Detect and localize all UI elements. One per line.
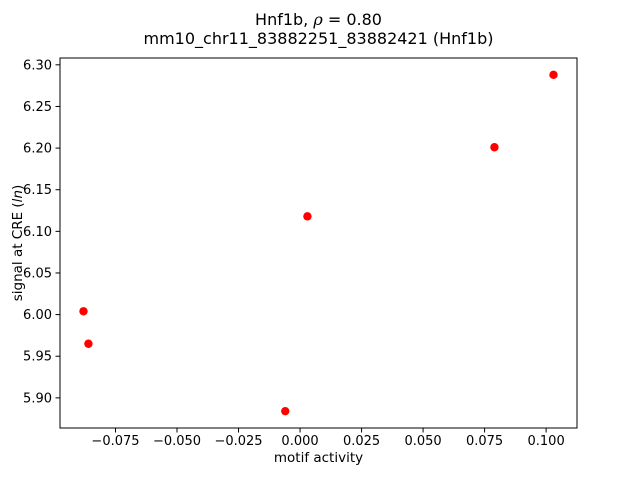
- y-tick-label: 6.15: [23, 183, 52, 198]
- y-tick-label: 6.25: [23, 100, 52, 115]
- x-tick-label: 0.100: [528, 434, 565, 449]
- y-tick-label: 6.05: [23, 266, 52, 281]
- x-tick-label: 0.075: [466, 434, 503, 449]
- y-tick-label: 6.20: [23, 142, 52, 157]
- y-tick-label: 6.00: [23, 308, 52, 323]
- data-point: [549, 70, 558, 80]
- data-point: [281, 406, 290, 416]
- data-point: [79, 307, 88, 316]
- rho-symbol: ρ: [313, 10, 323, 29]
- x-tick-label: 0.050: [404, 434, 441, 449]
- data-point: [490, 143, 499, 152]
- data-point: [84, 339, 93, 348]
- x-tick-label: −0.075: [91, 434, 139, 449]
- data-point: [303, 212, 312, 221]
- y-tick-label: 6.30: [23, 58, 52, 73]
- y-axis-label: signal at CRE (ln): [10, 185, 26, 302]
- x-tick-label: 0.000: [281, 434, 318, 449]
- title-gene-label: Hnf1b,: [255, 10, 314, 29]
- y-tick-label: 5.95: [23, 350, 52, 365]
- axes-frame: [59, 57, 578, 429]
- x-axis-label: motif activity: [274, 450, 363, 466]
- title-correlation-value: = 0.80: [322, 10, 382, 29]
- chart-title-line2: mm10_chr11_83882251_83882421 (Hnf1b): [143, 29, 494, 48]
- x-tick-label: −0.050: [153, 434, 201, 449]
- x-tick-label: 0.025: [343, 434, 380, 449]
- chart-title-line1: Hnf1b, ρ = 0.80: [60, 10, 577, 29]
- chart-title: Hnf1b, ρ = 0.80 mm10_chr11_83882251_8388…: [60, 10, 577, 48]
- y-tick-label: 6.10: [23, 225, 52, 240]
- x-tick-label: −0.025: [214, 434, 262, 449]
- y-tick-label: 5.90: [23, 391, 52, 406]
